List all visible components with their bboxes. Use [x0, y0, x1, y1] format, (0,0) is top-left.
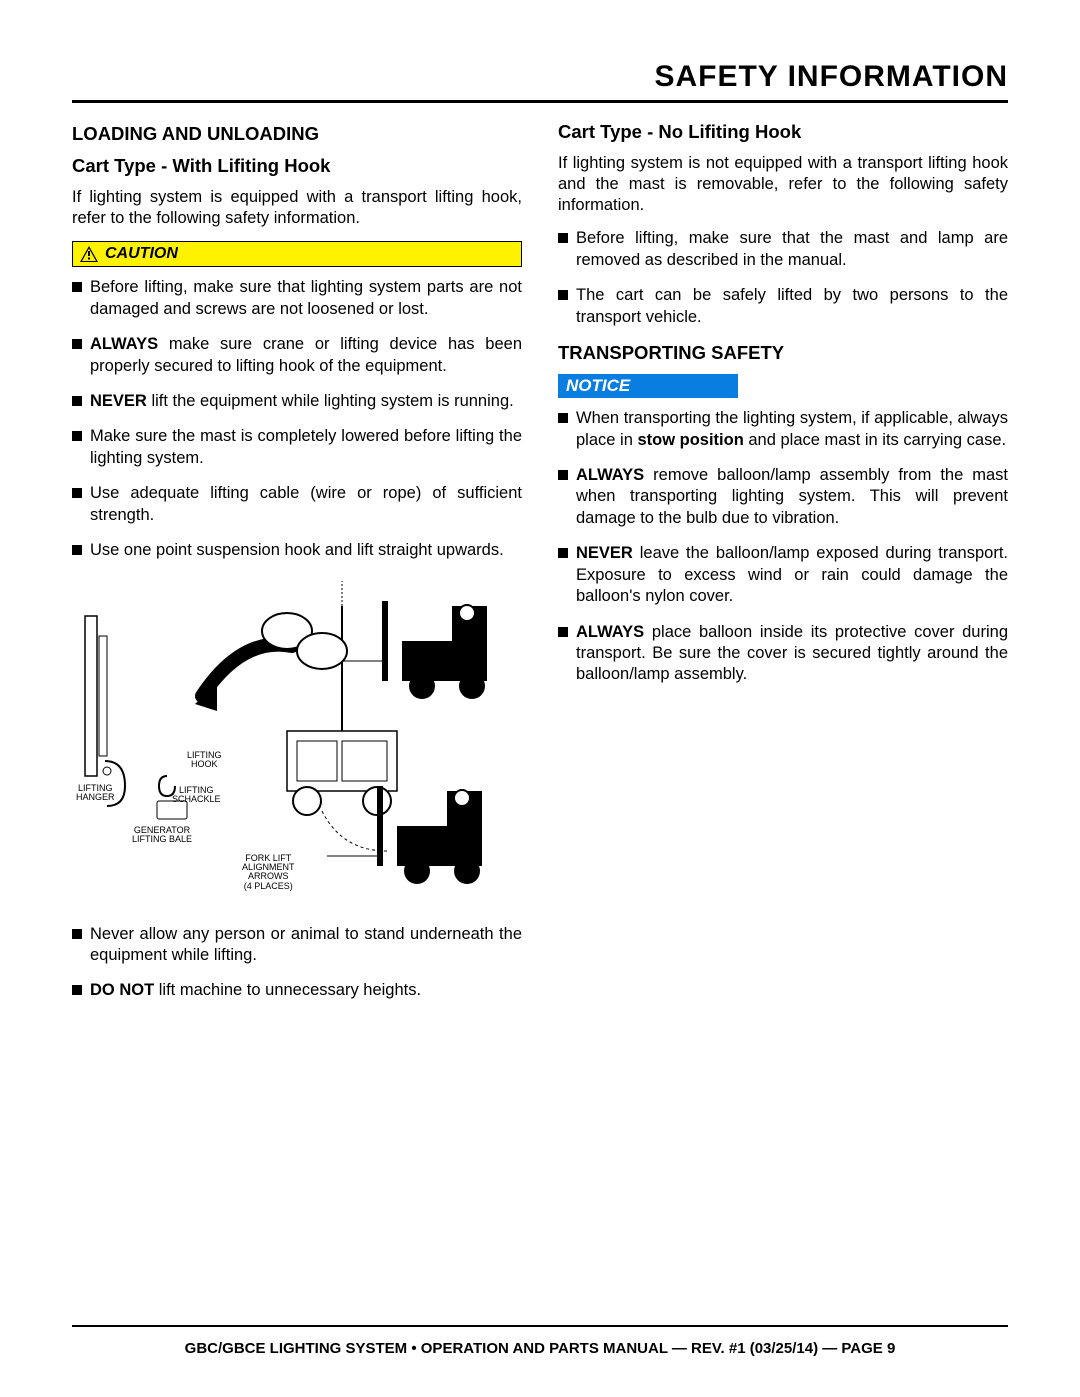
- bold-term: ALWAYS: [90, 335, 158, 353]
- bullet-item: DO NOT lift machine to unnecessary heigh…: [72, 980, 522, 1001]
- bullet-item: NEVER leave the balloon/lamp exposed dur…: [558, 543, 1008, 607]
- bullet-item: The cart can be safely lifted by two per…: [558, 285, 1008, 328]
- bold-term: DO NOT: [90, 981, 154, 999]
- bullet-item: NEVER lift the equipment while lighting …: [72, 391, 522, 412]
- sub-heading: Cart Type - With Lifiting Hook: [72, 155, 522, 177]
- figure-box: LIFTING HANGER LIFTING HOOK LIFTING SCHA…: [72, 576, 522, 906]
- bullet-item: ALWAYS place balloon inside its protecti…: [558, 622, 1008, 686]
- notice-banner: NOTICE: [558, 374, 738, 398]
- page: SAFETY INFORMATION LOADING AND UNLOADING…: [0, 0, 1080, 1397]
- bullet-item: ALWAYS remove balloon/lamp assembly from…: [558, 465, 1008, 529]
- bullet-list-1: Before lifting, make sure that lighting …: [72, 277, 522, 561]
- title-rule: [72, 100, 1008, 103]
- bullet-item: ALWAYS make sure crane or lifting device…: [72, 334, 522, 377]
- caution-label: CAUTION: [105, 245, 178, 263]
- bullet-text: lift machine to unnecessary heights.: [154, 981, 421, 999]
- left-column: LOADING AND UNLOADING Cart Type - With L…: [72, 121, 522, 1016]
- section-heading: TRANSPORTING SAFETY: [558, 342, 1008, 364]
- page-title: SAFETY INFORMATION: [72, 60, 1008, 94]
- fig-label: FORK LIFT ALIGNMENT ARROWS (4 PLACES): [242, 854, 295, 892]
- content-columns: LOADING AND UNLOADING Cart Type - With L…: [72, 121, 1008, 1016]
- bullet-item: Before lifting, make sure that lighting …: [72, 277, 522, 320]
- intro-paragraph: If lighting system is equipped with a tr…: [72, 187, 522, 229]
- caution-banner: CAUTION: [72, 241, 522, 267]
- bullet-list-r1: Before lifting, make sure that the mast …: [558, 228, 1008, 328]
- fig-label: LIFTING HANGER: [76, 784, 115, 803]
- bold-term: NEVER: [90, 392, 147, 410]
- right-column: Cart Type - No Lifiting Hook If lighting…: [558, 121, 1008, 1016]
- fig-label: LIFTING HOOK: [187, 751, 222, 770]
- bullet-item: Before lifting, make sure that the mast …: [558, 228, 1008, 271]
- warning-icon: [79, 245, 99, 263]
- bold-term: ALWAYS: [576, 623, 644, 641]
- bullet-text: leave the balloon/lamp exposed during tr…: [576, 544, 1008, 605]
- bullet-list-3: Never allow any person or animal to stan…: [72, 924, 522, 1002]
- lifting-figure: LIFTING HANGER LIFTING HOOK LIFTING SCHA…: [72, 576, 522, 906]
- footer-text: GBC/GBCE LIGHTING SYSTEM • OPERATION AND…: [72, 1340, 1008, 1357]
- bullet-text: lift the equipment while lighting system…: [147, 392, 514, 410]
- bullet-item: Never allow any person or animal to stan…: [72, 924, 522, 967]
- bold-term: ALWAYS: [576, 466, 644, 484]
- bullet-item: Make sure the mast is completely lowered…: [72, 426, 522, 469]
- intro-paragraph: If lighting system is not equipped with …: [558, 153, 1008, 216]
- fig-label: LIFTING SCHACKLE: [172, 786, 221, 805]
- bullet-item: When transporting the lighting system, i…: [558, 408, 1008, 451]
- lifting-diagram: [72, 576, 522, 906]
- bold-term: NEVER: [576, 544, 633, 562]
- bullet-item: Use one point suspension hook and lift s…: [72, 540, 522, 561]
- bold-term: stow position: [637, 431, 743, 449]
- bullet-text: and place mast in its carrying case.: [744, 431, 1006, 449]
- sub-heading: Cart Type - No Lifiting Hook: [558, 121, 1008, 143]
- bullet-item: Use adequate lifting cable (wire or rope…: [72, 483, 522, 526]
- footer-rule: [72, 1325, 1008, 1327]
- bullet-list-r2: When transporting the lighting system, i…: [558, 408, 1008, 686]
- fig-label: GENERATOR LIFTING BALE: [132, 826, 192, 845]
- section-heading: LOADING AND UNLOADING: [72, 123, 522, 145]
